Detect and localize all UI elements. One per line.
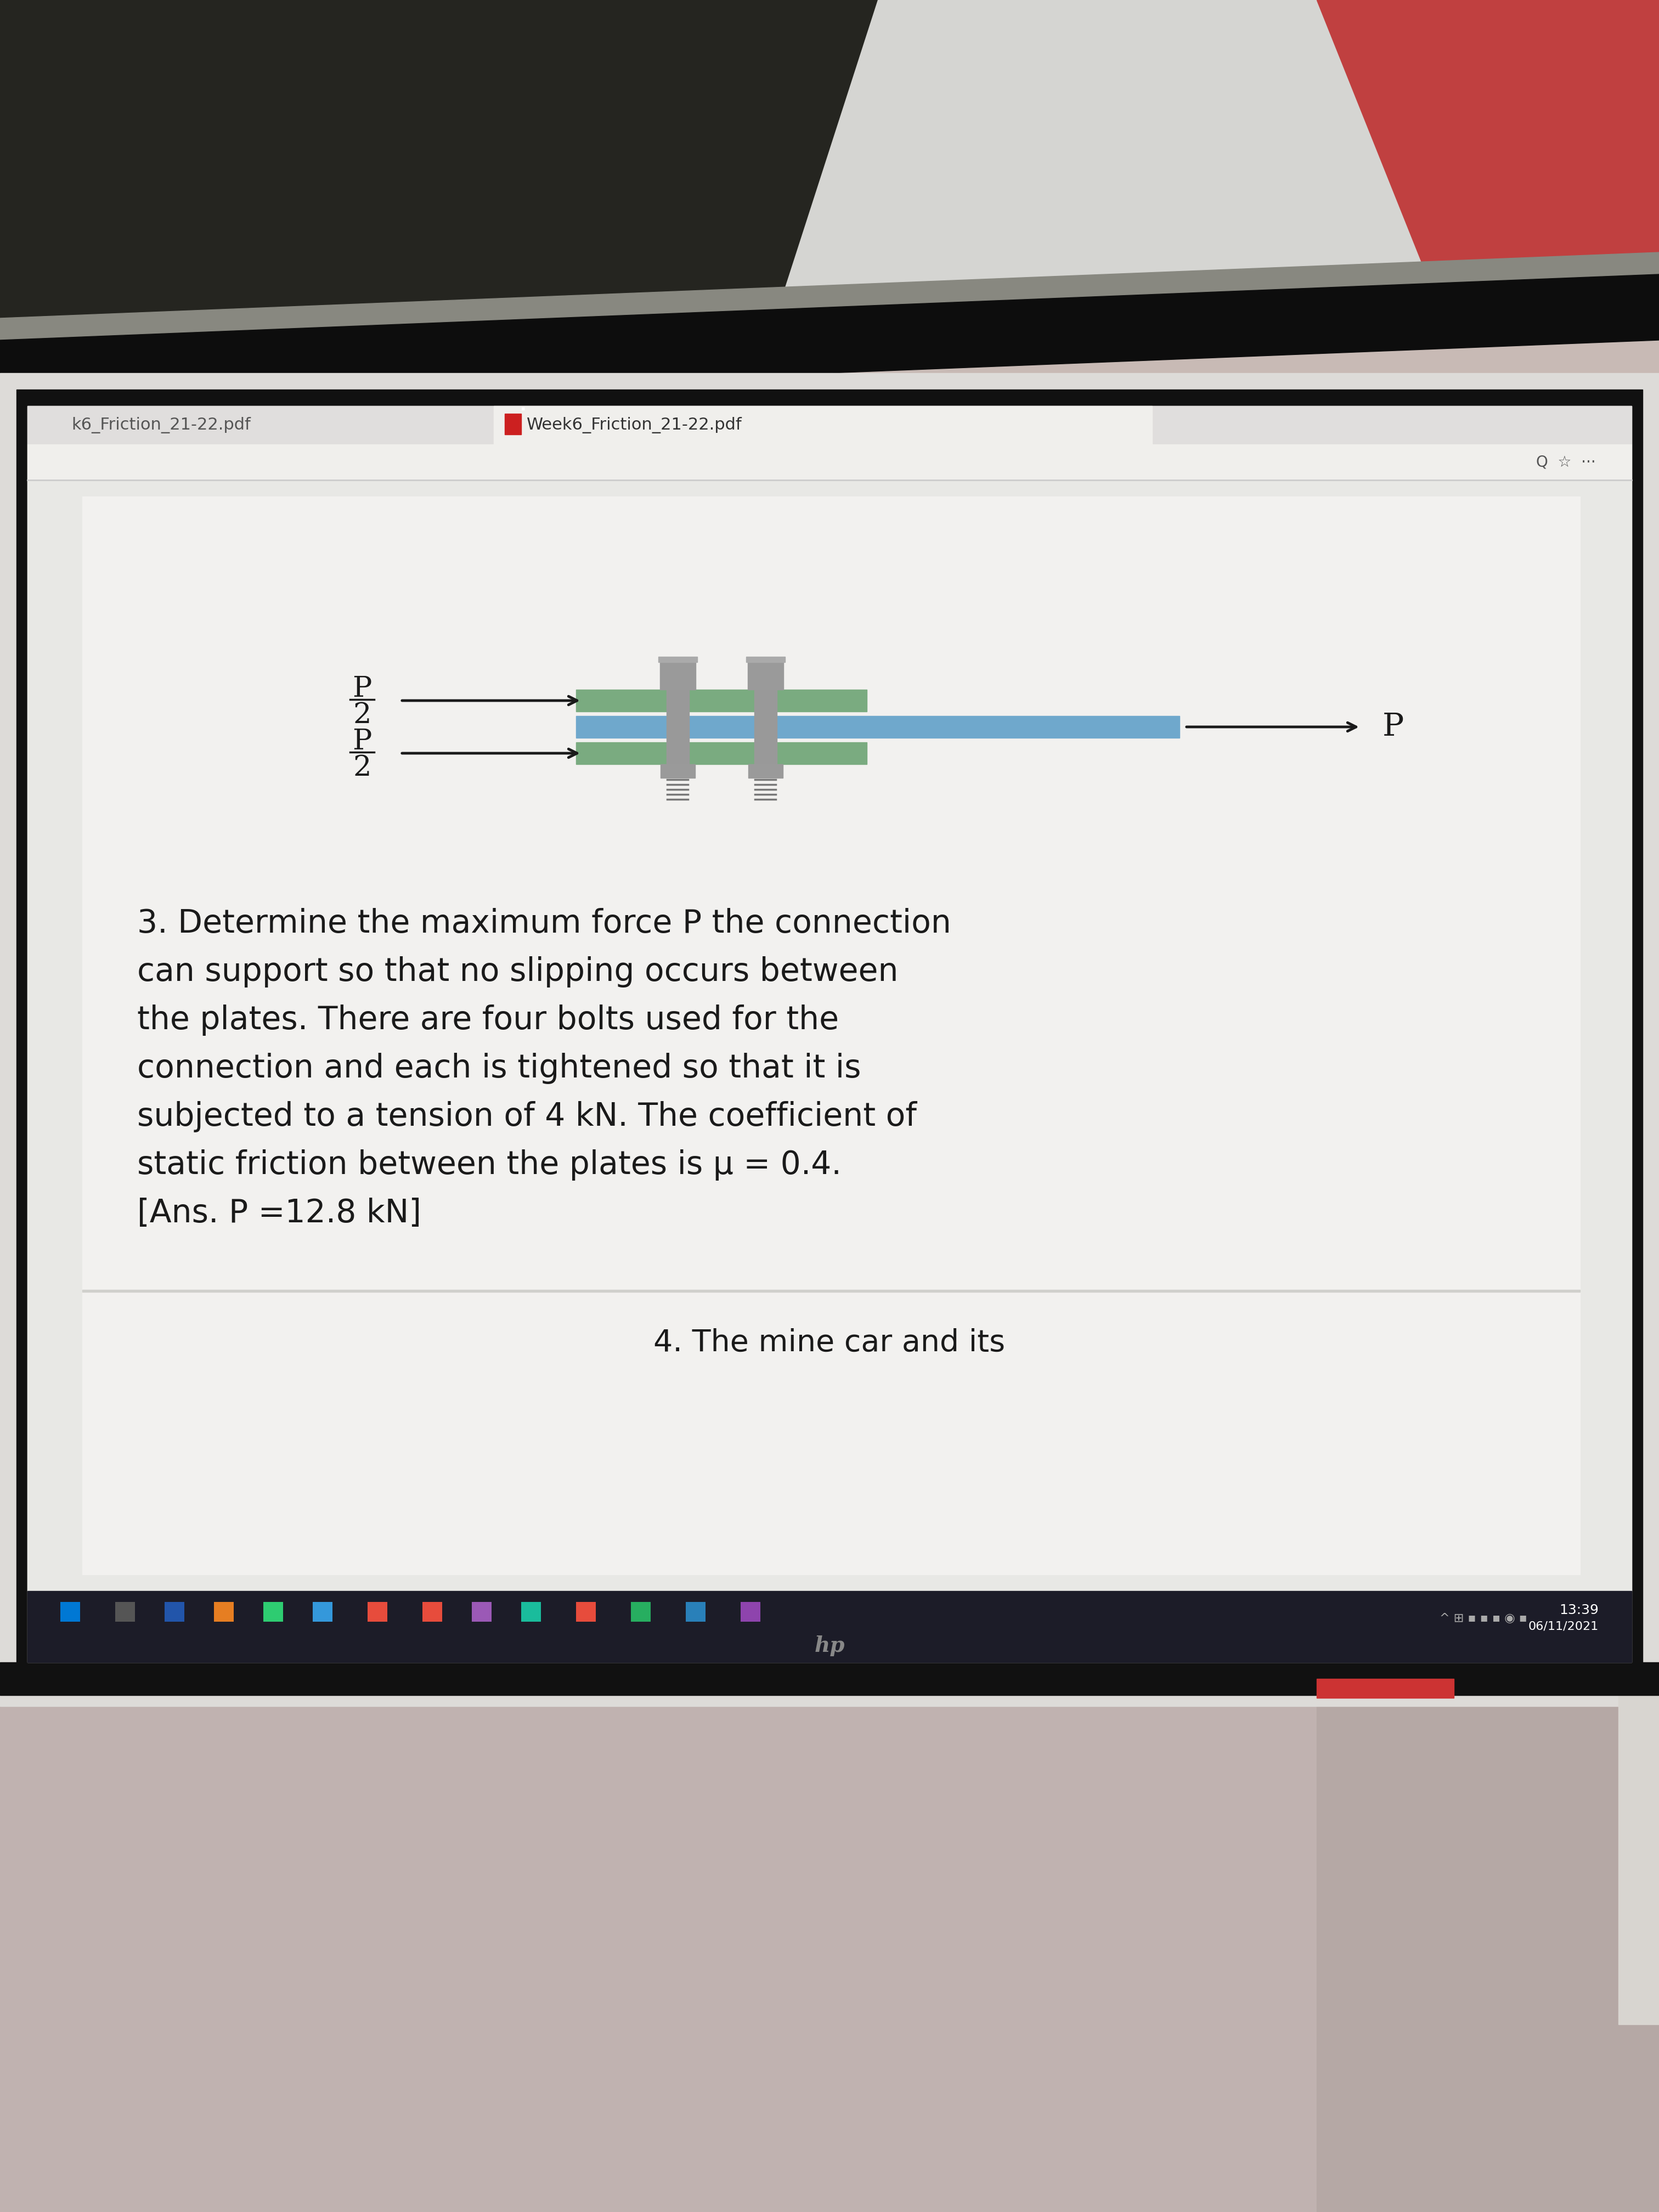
Polygon shape <box>0 1694 1659 2212</box>
Text: 2: 2 <box>353 701 372 728</box>
Text: static friction between the plates is μ = 0.4.: static friction between the plates is μ … <box>138 1150 841 1181</box>
Bar <box>576 1601 596 1621</box>
Polygon shape <box>1317 1694 1659 2212</box>
Text: 3. Determine the maximum force P the connection: 3. Determine the maximum force P the con… <box>138 907 951 940</box>
Bar <box>264 1601 284 1621</box>
Polygon shape <box>0 0 987 341</box>
Text: subjected to a tension of 4 kN. The coefficient of: subjected to a tension of 4 kN. The coef… <box>138 1102 917 1133</box>
Bar <box>576 717 1180 739</box>
Polygon shape <box>768 0 1659 341</box>
Bar <box>28 1590 1631 1661</box>
Bar <box>423 1601 443 1621</box>
Bar <box>740 1601 760 1621</box>
Text: Week6_Friction_21-22.pdf: Week6_Friction_21-22.pdf <box>526 416 742 434</box>
Text: hp: hp <box>815 1635 844 1657</box>
Text: 06/11/2021: 06/11/2021 <box>1528 1621 1599 1632</box>
Bar <box>28 480 1631 1590</box>
Bar <box>1619 1694 1659 2024</box>
Bar <box>748 661 783 690</box>
Text: can support so that no slipping occurs between: can support so that no slipping occurs b… <box>138 956 899 987</box>
Bar <box>755 690 776 763</box>
Bar <box>114 1601 134 1621</box>
Polygon shape <box>0 252 1659 374</box>
Text: k6_Friction_21-22.pdf: k6_Friction_21-22.pdf <box>71 416 251 434</box>
Text: ^ ⊞ ▪ ▪ ▪ ◉ ▪: ^ ⊞ ▪ ▪ ▪ ◉ ▪ <box>1440 1613 1528 1624</box>
Bar <box>504 414 521 434</box>
Bar <box>521 1601 541 1621</box>
Text: 4. The mine car and its: 4. The mine car and its <box>654 1327 1005 1358</box>
Bar <box>214 1601 234 1621</box>
Bar <box>576 743 866 763</box>
Bar <box>83 495 1579 1575</box>
Bar <box>17 389 1642 1668</box>
Bar <box>0 1661 1659 1694</box>
Bar <box>630 1601 650 1621</box>
Bar <box>312 1601 332 1621</box>
Text: [Ans. P =12.8 kN]: [Ans. P =12.8 kN] <box>138 1197 421 1230</box>
Bar <box>659 657 697 661</box>
Polygon shape <box>0 274 1659 407</box>
Bar <box>28 407 1631 445</box>
Bar <box>660 763 695 779</box>
Text: 2: 2 <box>353 754 372 781</box>
Text: connection and each is tightened so that it is: connection and each is tightened so that… <box>138 1053 861 1084</box>
Bar <box>494 407 1151 445</box>
Polygon shape <box>1317 0 1659 274</box>
Bar <box>28 407 1631 1661</box>
Bar <box>747 657 785 661</box>
Bar <box>164 1601 184 1621</box>
Text: the plates. There are four bolts used for the: the plates. There are four bolts used fo… <box>138 1004 839 1035</box>
Text: P: P <box>1382 712 1404 743</box>
Text: P: P <box>352 675 372 703</box>
Bar <box>28 445 1631 480</box>
Bar <box>0 374 1659 1705</box>
Bar <box>685 1601 705 1621</box>
Bar <box>1317 1679 1453 1699</box>
Bar <box>748 763 783 779</box>
Bar <box>660 661 695 690</box>
Text: P: P <box>352 728 372 754</box>
Text: 13:39: 13:39 <box>1559 1604 1599 1617</box>
Bar <box>576 690 866 712</box>
Bar <box>667 690 688 763</box>
Bar <box>60 1601 80 1621</box>
Text: Q  ☆  ···: Q ☆ ··· <box>1536 453 1596 469</box>
Bar <box>471 1601 491 1621</box>
Text: ▪: ▪ <box>521 407 526 411</box>
Bar <box>368 1601 387 1621</box>
